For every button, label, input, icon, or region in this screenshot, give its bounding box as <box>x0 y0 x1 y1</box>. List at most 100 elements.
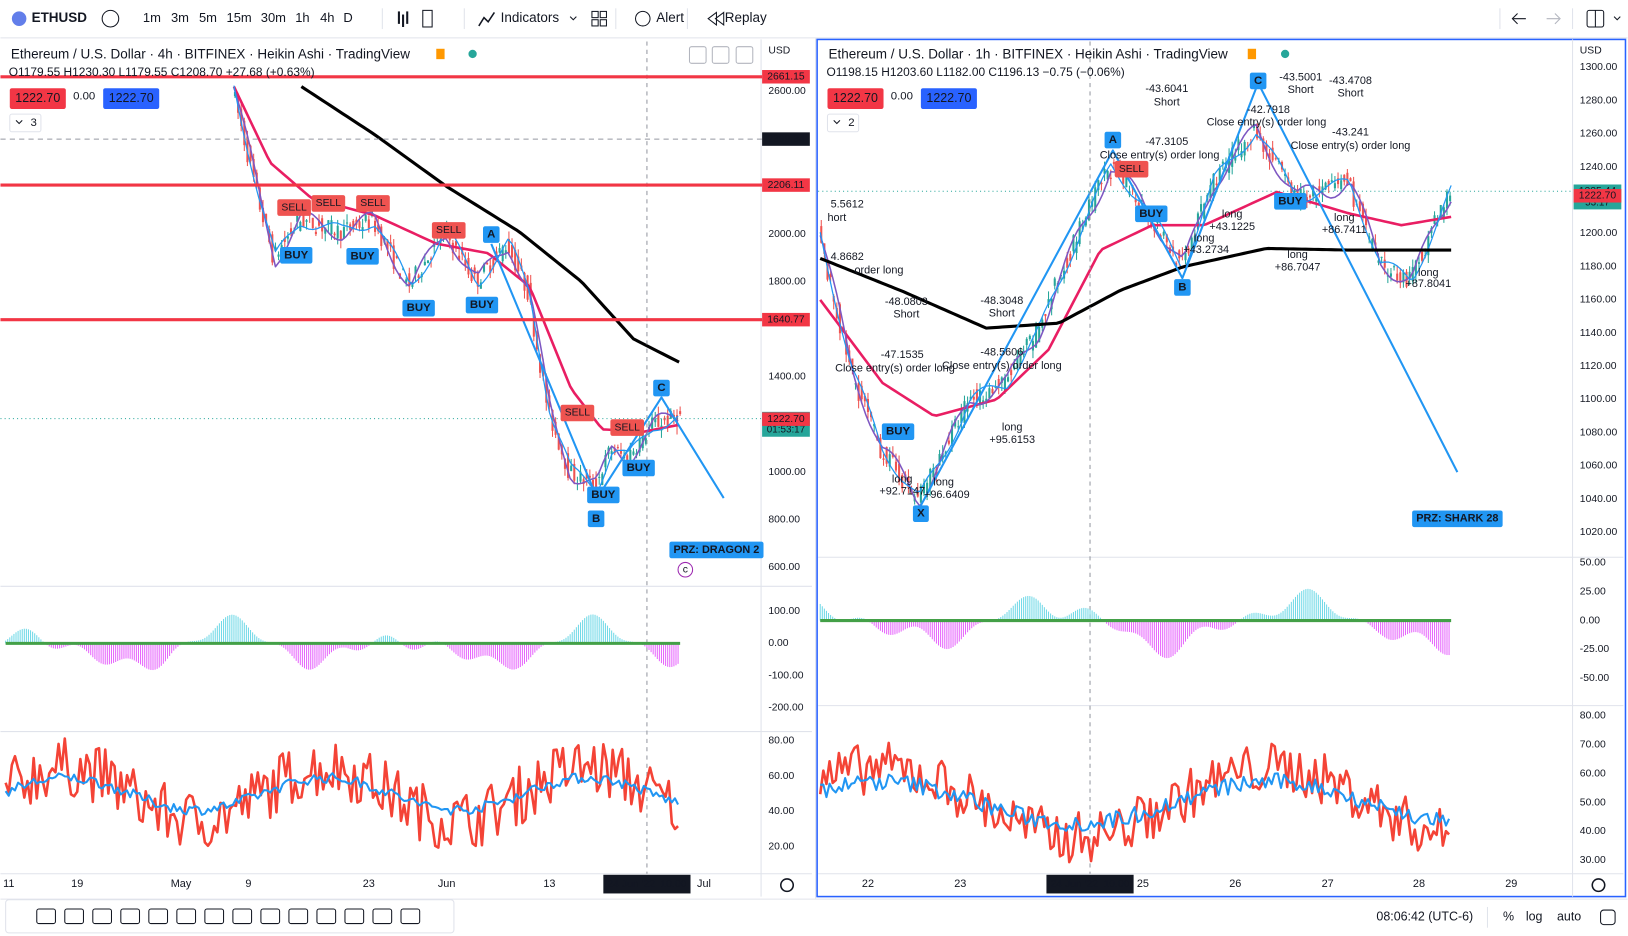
candle-body <box>994 386 997 389</box>
candle-body <box>377 224 380 232</box>
drawing-tool[interactable] <box>204 908 225 925</box>
candle-body <box>514 249 517 271</box>
spread: 0.00 <box>891 91 913 103</box>
ohlc-values: O1179.55 H1230.30 L1179.55 C1208.70 +27.… <box>9 65 315 79</box>
candle-body <box>950 425 954 445</box>
interval-button[interactable]: 15m <box>227 10 252 25</box>
candle-body <box>1290 182 1293 197</box>
candle-body <box>1411 266 1414 282</box>
settings-icon[interactable] <box>1591 878 1606 893</box>
candle-body <box>517 256 520 272</box>
pane-button[interactable] <box>735 46 754 64</box>
strategy-label: +43.2734 <box>1183 244 1229 256</box>
pane-button[interactable] <box>688 46 707 64</box>
drawing-tool[interactable] <box>400 908 421 925</box>
live-dot <box>468 49 477 59</box>
candle-body <box>929 468 932 489</box>
candle-body <box>330 220 333 235</box>
pane-button[interactable] <box>711 46 730 64</box>
drawing-tool[interactable] <box>372 908 393 925</box>
price-tick: 1200.00 <box>1580 228 1618 239</box>
log-toggle[interactable]: log <box>1526 910 1543 924</box>
time-label: 26 <box>1229 878 1241 890</box>
layout-icon[interactable] <box>599 10 607 19</box>
candle-body <box>582 479 585 485</box>
indicators-button[interactable]: Indicators <box>501 10 560 25</box>
candle-body <box>941 453 944 460</box>
price-tick: 1300.00 <box>1580 62 1618 73</box>
candle-body <box>1010 370 1013 376</box>
interval-button[interactable]: 30m <box>261 10 286 25</box>
interval-button[interactable]: 1h <box>295 10 309 25</box>
candle-body <box>1106 170 1109 180</box>
percent-toggle[interactable]: % <box>1503 910 1514 924</box>
layout-icon[interactable] <box>599 19 607 27</box>
candle-body <box>1228 156 1231 173</box>
drawing-tool[interactable] <box>316 908 337 925</box>
alert-button[interactable]: Alert <box>656 10 684 25</box>
strategy-label: Close entry(s) order long <box>1207 116 1327 128</box>
drawing-tool[interactable] <box>64 908 84 925</box>
strategy-label: Short <box>1288 84 1314 96</box>
candle-body <box>1324 182 1327 190</box>
drawing-tool[interactable] <box>344 908 365 925</box>
symbol[interactable]: ETHUSD <box>32 10 88 25</box>
candle-body <box>845 333 848 355</box>
interval-button[interactable]: 4h <box>320 10 334 25</box>
price-tick: 2600.00 <box>768 86 806 97</box>
time-badge-time: 10:00 <box>660 879 686 890</box>
strategy-label: Short <box>893 308 919 320</box>
replay-button[interactable]: Replay <box>725 10 767 25</box>
time-label: 11 <box>3 878 14 890</box>
price-tick: 1100.00 <box>1580 394 1617 405</box>
candle-body <box>476 272 479 287</box>
candle-body <box>283 238 286 242</box>
rsi-fast <box>4 737 679 849</box>
drawing-tool[interactable] <box>148 908 169 925</box>
candle-body <box>1349 178 1352 182</box>
drawing-tool[interactable] <box>232 908 253 925</box>
indicators-icon <box>478 12 496 27</box>
price-tick: 1400.00 <box>768 372 806 383</box>
redo-icon[interactable] <box>1546 13 1561 25</box>
rsi-tick: 30.00 <box>1580 855 1606 866</box>
candle-body <box>317 220 321 226</box>
settings-icon[interactable] <box>780 878 795 893</box>
layout-icon[interactable] <box>591 19 599 27</box>
candle-body <box>1377 260 1380 263</box>
layout-icon[interactable] <box>591 10 599 19</box>
auto-toggle[interactable]: auto <box>1557 910 1581 924</box>
candle-body <box>888 454 891 467</box>
sell-label-bg <box>1114 160 1149 178</box>
candle-body <box>417 275 420 279</box>
settings-button[interactable] <box>1600 909 1616 926</box>
sell-label: SELL <box>281 202 307 213</box>
candle-body <box>957 426 960 428</box>
drawing-tool[interactable] <box>36 908 56 925</box>
candle-body <box>879 437 882 458</box>
drawing-tool[interactable] <box>260 908 281 925</box>
undo-icon[interactable] <box>1511 13 1526 25</box>
candle-body <box>504 250 507 254</box>
chart-type-icon[interactable] <box>422 9 433 28</box>
candle-body <box>314 231 317 235</box>
interval-button[interactable]: D <box>343 10 352 25</box>
time-badge-date: 24 Jun '22 <box>607 879 655 890</box>
interval-button[interactable]: 1m <box>143 10 161 25</box>
indicators-toggle[interactable] <box>826 113 860 133</box>
indicators-toggle[interactable] <box>9 113 42 133</box>
candle-body <box>1427 236 1430 256</box>
drawing-tool[interactable] <box>176 908 197 925</box>
price-level-label: 1222.70 <box>1579 191 1617 202</box>
sell-label: SELL <box>1119 164 1145 175</box>
candle-body <box>988 388 991 399</box>
drawing-tool[interactable] <box>92 908 112 925</box>
compare-button[interactable] <box>101 9 120 28</box>
interval-button[interactable]: 5m <box>199 10 217 25</box>
interval-button[interactable]: 3m <box>171 10 189 25</box>
price-tick: 800.00 <box>768 515 800 526</box>
drawing-tool[interactable] <box>120 908 141 925</box>
drawing-tool[interactable] <box>288 908 309 925</box>
time-badge-date: 24 Jun '22 <box>1051 879 1099 890</box>
price-tick: 1000.00 <box>768 467 806 478</box>
